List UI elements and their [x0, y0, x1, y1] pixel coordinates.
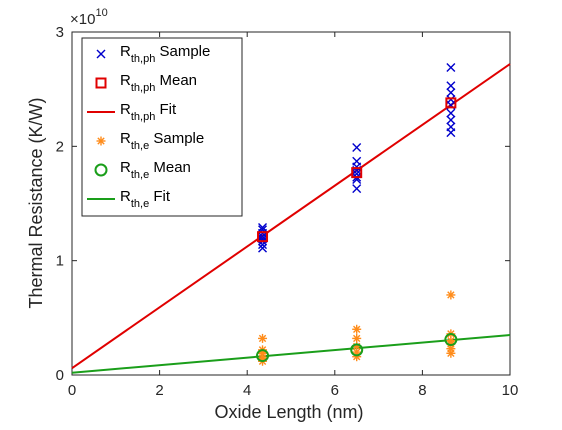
x-stroke — [446, 128, 456, 138]
series-4 — [256, 333, 458, 363]
asterisk-stroke — [447, 291, 455, 299]
y-axis-label: Thermal Resistance (K/W) — [26, 97, 46, 308]
y-exponent-base: ×10 — [70, 11, 95, 28]
legend-entry: Rth,e Fit — [120, 188, 171, 210]
x-stroke — [352, 184, 362, 194]
chart-marks — [71, 62, 511, 374]
x-tick-label: 2 — [155, 382, 163, 399]
data-point — [446, 81, 456, 91]
fit-line-series-2 — [71, 63, 511, 369]
x-stroke — [352, 162, 362, 172]
y-exponent-label: ×1010 — [70, 7, 108, 28]
x-stroke — [446, 81, 456, 91]
legend-swatch — [94, 163, 108, 177]
data-point — [446, 88, 456, 98]
data-point — [350, 343, 364, 357]
y-tick-label: 0 — [56, 367, 64, 384]
legend-entry: Rth,ph Fit — [120, 101, 177, 123]
data-point — [256, 349, 270, 363]
x-tick-label: 8 — [418, 382, 426, 399]
axes: 0 2 4 6 8 10 0 1 2 3 — [56, 24, 519, 399]
x-stroke — [446, 115, 456, 125]
data-point — [446, 115, 456, 125]
asterisk-stroke — [97, 137, 105, 145]
legend-swatch — [95, 77, 107, 89]
x-stroke — [446, 108, 456, 118]
data-point — [258, 333, 268, 343]
fit-line-series-5 — [71, 333, 511, 374]
x-tick-label: 4 — [243, 382, 251, 399]
y-tick-label: 3 — [56, 24, 64, 41]
data-point — [352, 184, 362, 194]
x-tick-label: 10 — [502, 382, 519, 399]
legend-entry: Rth,e Sample — [120, 130, 204, 152]
x-stroke — [96, 49, 106, 59]
x-stroke — [446, 88, 456, 98]
data-point — [446, 348, 456, 358]
data-point — [352, 333, 362, 343]
data-point — [446, 128, 456, 138]
data-point — [351, 167, 363, 179]
x-tick-label: 0 — [68, 382, 76, 399]
legend-box — [81, 37, 243, 217]
x-stroke — [258, 243, 268, 253]
data-point — [446, 108, 456, 118]
x-stroke — [352, 142, 362, 152]
data-point — [352, 142, 362, 152]
x-axis-label: Oxide Length (nm) — [214, 402, 363, 422]
x-stroke — [446, 62, 456, 72]
legend: Rth,ph Sample Rth,ph Mean Rth,ph Fit Rth,e … — [81, 37, 243, 217]
data-point — [352, 162, 362, 172]
asterisk-stroke — [353, 334, 361, 343]
data-point — [352, 324, 362, 334]
data-point — [445, 97, 457, 109]
legend-swatch — [96, 136, 106, 146]
y-exponent-power: 10 — [95, 7, 107, 19]
y-tick-label: 2 — [56, 138, 64, 155]
data-point — [446, 290, 456, 300]
y-tick-label: 1 — [56, 253, 64, 270]
asterisk-stroke — [353, 325, 361, 333]
data-point — [258, 243, 268, 253]
legend-entry: Rth,ph Sample — [120, 43, 210, 65]
legend-entry: Rth,ph Mean — [120, 72, 197, 94]
asterisk-stroke — [447, 349, 455, 357]
data-point — [446, 62, 456, 72]
x-tick-label: 6 — [331, 382, 339, 399]
legend-entry: Rth,e Mean — [120, 159, 191, 181]
legend-swatch — [96, 49, 106, 59]
asterisk-stroke — [258, 334, 267, 343]
data-point — [257, 231, 269, 243]
data-point — [444, 333, 458, 347]
series-1 — [257, 97, 457, 243]
